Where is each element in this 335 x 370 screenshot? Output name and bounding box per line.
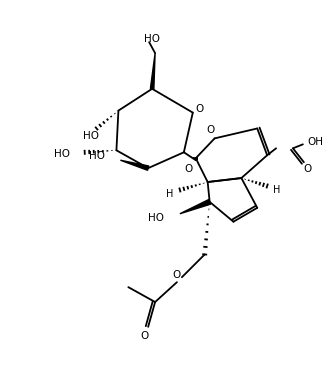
Text: H: H <box>273 185 280 195</box>
Polygon shape <box>120 160 149 170</box>
Text: O: O <box>196 104 204 114</box>
Polygon shape <box>180 199 211 214</box>
Text: O: O <box>140 331 148 341</box>
Text: HO: HO <box>54 149 70 159</box>
Text: O: O <box>173 270 181 280</box>
Text: O: O <box>185 164 193 174</box>
Polygon shape <box>150 53 155 89</box>
Text: O: O <box>206 125 215 135</box>
Text: HO: HO <box>148 213 164 223</box>
Text: HO: HO <box>144 34 160 44</box>
Text: HO: HO <box>83 131 98 141</box>
Text: OH: OH <box>308 137 324 147</box>
Text: O: O <box>304 164 312 174</box>
Text: H: H <box>165 189 173 199</box>
Text: HO: HO <box>88 151 105 161</box>
